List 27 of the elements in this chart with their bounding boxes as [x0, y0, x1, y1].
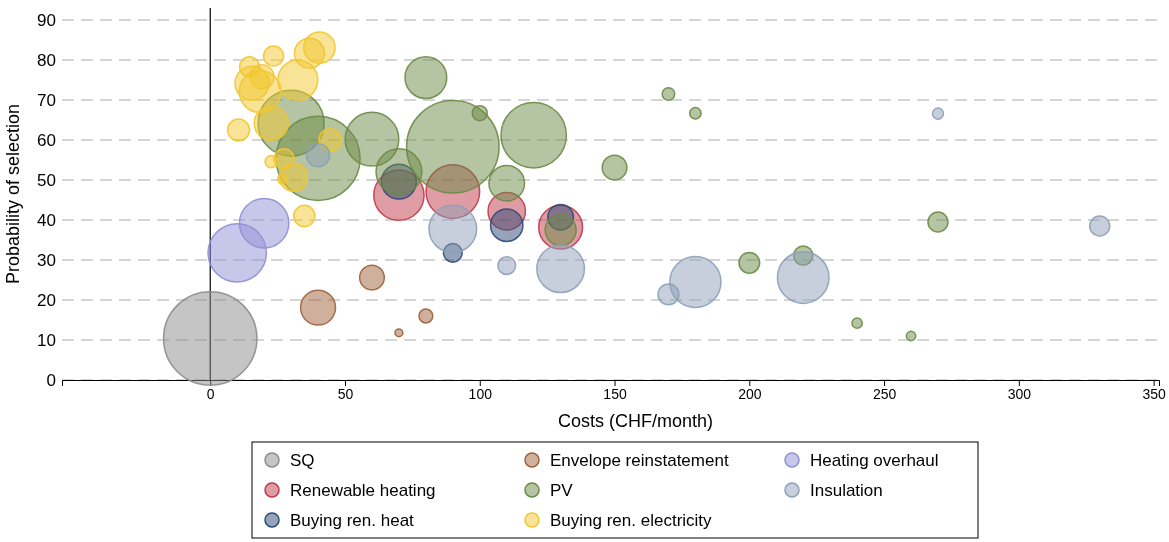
y-tick-label: 60 — [37, 130, 56, 150]
x-tick-label: 300 — [1007, 385, 1032, 402]
legend-label: Insulation — [810, 481, 883, 500]
x-tick-label: 100 — [468, 385, 493, 402]
legend-label: Heating overhaul — [810, 451, 939, 470]
legend-label: Envelope reinstatement — [550, 451, 729, 470]
legend-label: Buying ren. electricity — [550, 511, 713, 530]
x-tick-label: 50 — [337, 385, 354, 402]
x-tick-label: 350 — [1142, 385, 1166, 402]
y-axis-title: Probability of selection — [3, 103, 23, 285]
legend-label: SQ — [290, 451, 315, 470]
y-tick-label: 20 — [37, 290, 56, 310]
legend-label: Buying ren. heat — [290, 511, 415, 530]
legend-label: Renewable heating — [290, 481, 436, 500]
y-tick-label: 40 — [37, 210, 56, 230]
y-tick-label: 70 — [37, 90, 56, 110]
x-tick-label: 0 — [206, 385, 215, 402]
y-tick-label: 30 — [37, 250, 56, 270]
x-tick-label: 250 — [872, 385, 897, 402]
x-axis-title: Costs (CHF/month) — [557, 411, 714, 431]
x-tick-label: 200 — [738, 385, 762, 402]
x-tick-label: 150 — [603, 385, 627, 402]
y-tick-label: 50 — [37, 170, 56, 190]
y-tick-label: 10 — [37, 330, 56, 350]
legend-label: PV — [550, 481, 574, 500]
y-tick-label: 90 — [37, 10, 56, 30]
y-tick-label: 80 — [37, 50, 56, 70]
